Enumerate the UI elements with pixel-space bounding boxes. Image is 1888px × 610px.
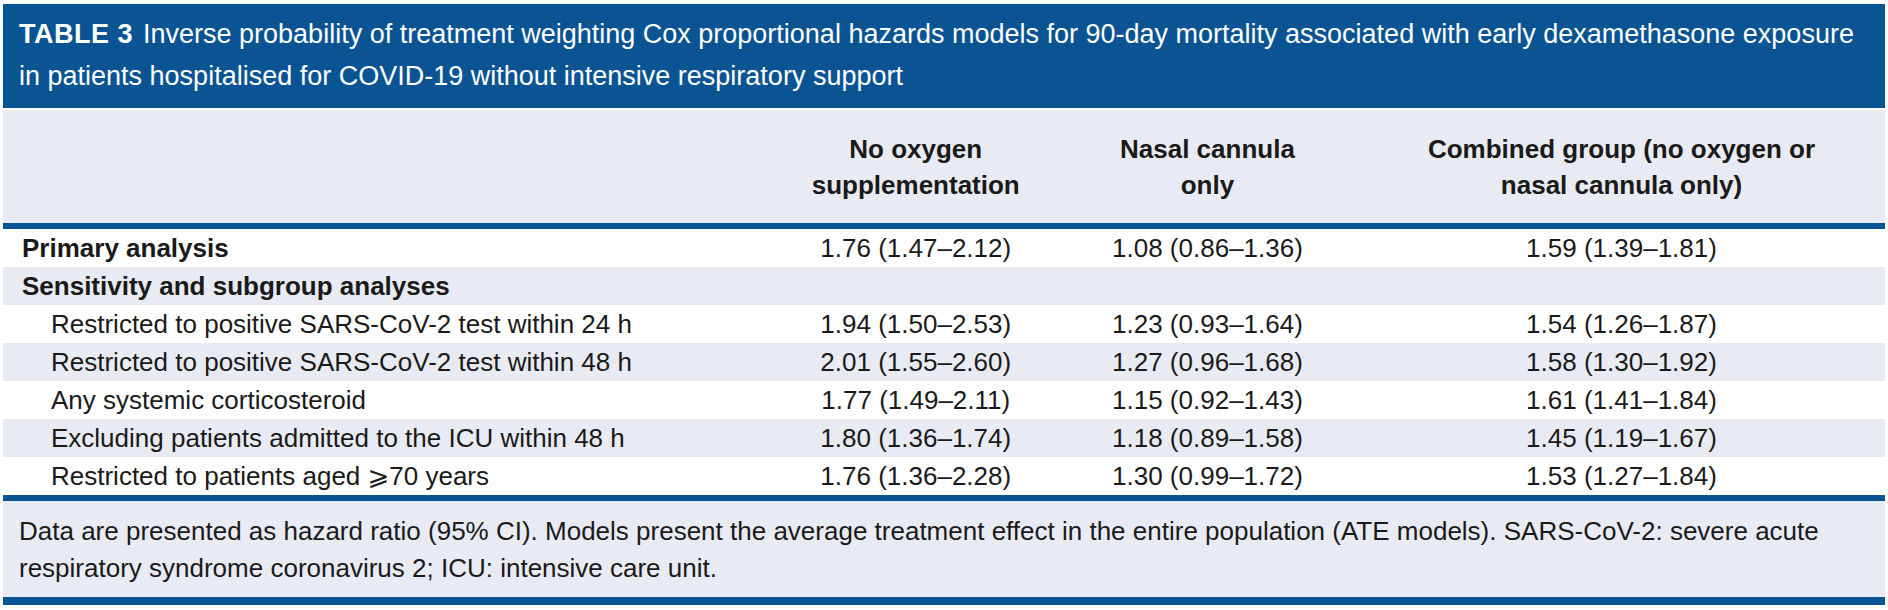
row-label: Sensitivity and subgroup analyses	[3, 267, 775, 305]
cell-nasal-cannula: 1.23 (0.93–1.64)	[1057, 305, 1358, 343]
cell-combined-group: 1.53 (1.27–1.84)	[1358, 457, 1885, 498]
table-number-label: TABLE 3	[19, 19, 133, 49]
row-label: Excluding patients admitted to the ICU w…	[3, 419, 775, 457]
table-row: Sensitivity and subgroup analyses	[3, 267, 1885, 305]
column-header-row: No oxygen supplementation Nasal cannula …	[3, 110, 1885, 226]
row-label: Any systemic corticosteroid	[3, 381, 775, 419]
table-figure: TABLE 3Inverse probability of treatment …	[0, 0, 1888, 610]
cell-nasal-cannula: 1.30 (0.99–1.72)	[1057, 457, 1358, 498]
table-title: Inverse probability of treatment weighti…	[19, 19, 1854, 91]
cell-combined-group: 1.59 (1.39–1.81)	[1358, 226, 1885, 267]
cell-combined-group: 1.61 (1.41–1.84)	[1358, 381, 1885, 419]
cell-combined-group: 1.58 (1.30–1.92)	[1358, 343, 1885, 381]
table-body: Primary analysis 1.76 (1.47–2.12) 1.08 (…	[3, 226, 1885, 498]
row-label: Restricted to patients aged ⩾70 years	[3, 457, 775, 498]
cell-combined-group: 1.54 (1.26–1.87)	[1358, 305, 1885, 343]
cell-nasal-cannula: 1.27 (0.96–1.68)	[1057, 343, 1358, 381]
cell-no-oxygen: 1.94 (1.50–2.53)	[775, 305, 1057, 343]
cell-nasal-cannula: 1.08 (0.86–1.36)	[1057, 226, 1358, 267]
cell-no-oxygen: 1.77 (1.49–2.11)	[775, 381, 1057, 419]
cell-nasal-cannula: 1.15 (0.92–1.43)	[1057, 381, 1358, 419]
cell-combined-group	[1358, 267, 1885, 305]
cell-no-oxygen: 1.80 (1.36–1.74)	[775, 419, 1057, 457]
hazard-ratio-table: No oxygen supplementation Nasal cannula …	[3, 110, 1885, 501]
row-label: Restricted to positive SARS-CoV-2 test w…	[3, 343, 775, 381]
column-header-label: No oxygen supplementation	[803, 131, 1028, 203]
column-header-nasal-cannula: Nasal cannula only	[1057, 110, 1358, 226]
cell-combined-group: 1.45 (1.19–1.67)	[1358, 419, 1885, 457]
cell-no-oxygen: 1.76 (1.36–2.28)	[775, 457, 1057, 498]
column-header-empty	[3, 110, 775, 226]
table-row: Restricted to patients aged ⩾70 years 1.…	[3, 457, 1885, 498]
column-header-combined-group: Combined group (no oxygen or nasal cannu…	[1358, 110, 1885, 226]
cell-no-oxygen	[775, 267, 1057, 305]
table-row: Primary analysis 1.76 (1.47–2.12) 1.08 (…	[3, 226, 1885, 267]
column-header-label: Combined group (no oxygen or nasal cannu…	[1402, 131, 1842, 203]
table-row: Restricted to positive SARS-CoV-2 test w…	[3, 305, 1885, 343]
cell-nasal-cannula	[1057, 267, 1358, 305]
table-title-bar: TABLE 3Inverse probability of treatment …	[3, 4, 1885, 110]
cell-no-oxygen: 2.01 (1.55–2.60)	[775, 343, 1057, 381]
table-row: Excluding patients admitted to the ICU w…	[3, 419, 1885, 457]
cell-nasal-cannula: 1.18 (0.89–1.58)	[1057, 419, 1358, 457]
table-footnote: Data are presented as hazard ratio (95% …	[3, 501, 1885, 605]
table-row: Restricted to positive SARS-CoV-2 test w…	[3, 343, 1885, 381]
column-header-no-oxygen: No oxygen supplementation	[775, 110, 1057, 226]
table-row: Any systemic corticosteroid 1.77 (1.49–2…	[3, 381, 1885, 419]
row-label: Primary analysis	[3, 226, 775, 267]
cell-no-oxygen: 1.76 (1.47–2.12)	[775, 226, 1057, 267]
row-label: Restricted to positive SARS-CoV-2 test w…	[3, 305, 775, 343]
column-header-label: Nasal cannula only	[1112, 131, 1302, 203]
